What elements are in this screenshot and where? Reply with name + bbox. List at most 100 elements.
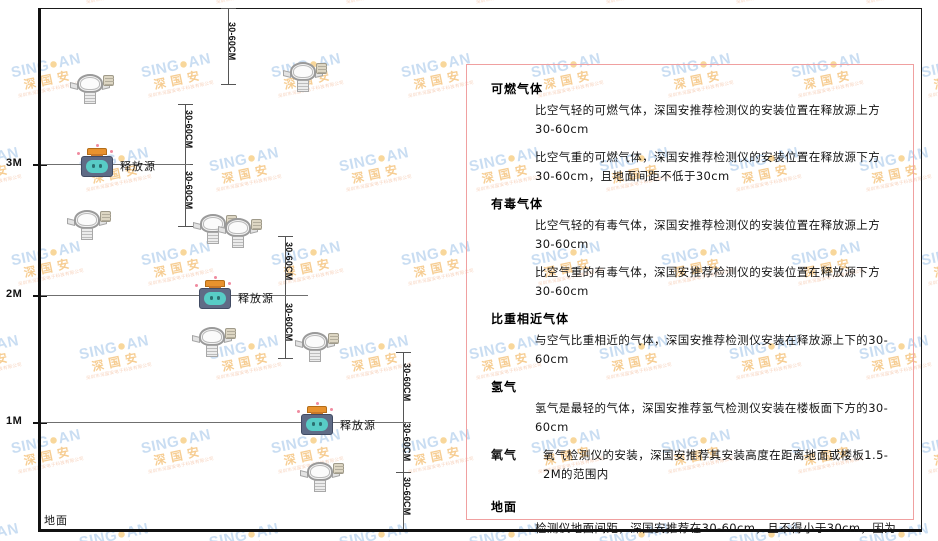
watermark-chinese: 深国安 (0, 533, 34, 541)
watermark-chinese: 深国安 (201, 533, 294, 541)
dimension-tick (178, 226, 193, 227)
level-label-3m: 3M (6, 157, 23, 169)
level-lead-line (41, 422, 410, 423)
watermark-company: 深圳市深国安电子科技有限公司 (74, 0, 165, 8)
dimension-tick (396, 472, 411, 473)
release-source-icon (297, 402, 334, 436)
level-lead-line (41, 164, 190, 165)
dimension-line (403, 352, 404, 529)
dimension-label: 30-60CM (402, 363, 412, 402)
panel-sections: 可燃气体比空气轻的可燃气体，深国安推荐检测仪的安装位置在释放源上方30-60cm… (483, 80, 899, 541)
gas-detector-icon (218, 216, 262, 248)
watermark-company: 深圳市深国安电子科技有限公司 (724, 0, 815, 8)
section-heading: 有毒气体 (491, 197, 544, 211)
dimension-tick (221, 84, 236, 85)
release-source-icon (195, 276, 232, 310)
watermark-chinese: 深国安 (851, 0, 938, 3)
release-source-label: 释放源 (120, 160, 156, 173)
guideline-section: 比重相近气体与空气比重相近的气体，深国安推荐检测仪安装在释放源上下的30-60c… (483, 310, 899, 369)
dimension-line (185, 104, 186, 226)
dimension-label: 30-60CM (184, 110, 194, 149)
section-heading: 氧气 (491, 448, 518, 462)
dimension-tick (278, 236, 293, 237)
section-paragraph: 检测仪地面间距，深国安推荐在30-60cm，且不得小于30cm，因为过低容易水溅… (535, 521, 897, 541)
gas-detector-icon (295, 330, 339, 362)
section-body: 氢气是最轻的气体，深国安推荐氢气检测仪安装在楼板面下方的30-60cm (535, 399, 899, 437)
section-body: 与空气比重相近的气体，深国安推荐检测仪安装在释放源上下的30-60cm (535, 331, 899, 369)
section-paragraph: 比空气轻的有毒气体，深国安推荐检测仪的安装位置在释放源上方30-60cm (535, 218, 881, 251)
dimension-tick (178, 104, 193, 105)
section-heading: 比重相近气体 (491, 312, 570, 326)
vertical-axis (38, 8, 41, 532)
dimension-label: 30-60CM (284, 302, 294, 341)
ground-label: 地面 (44, 514, 68, 527)
gas-detector-icon (283, 60, 327, 92)
watermark-company: 深圳市深国安电子科技有限公司 (854, 0, 938, 8)
watermark-chinese: 深国安 (0, 349, 14, 375)
section-body: 比空气轻的可燃气体，深国安推荐检测仪的安装位置在释放源上方30-60cm 比空气重… (535, 101, 899, 186)
section-paragraph: 比空气轻的可燃气体，深国安推荐检测仪的安装位置在释放源上方30-60cm (535, 103, 881, 136)
gas-detector-icon (70, 72, 114, 104)
dimension-label: 30-60CM (402, 476, 412, 515)
section-heading: 地面 (491, 500, 518, 514)
watermark-chinese: 深国安 (71, 0, 164, 3)
watermark-brand: SING●AN (0, 332, 21, 354)
section-paragraph: 氧气检测仪的安装，深国安推荐其安装高度在距离地面或楼板1.5-2M的范围内 (543, 448, 889, 481)
watermark-chinese: 深国安 (331, 533, 424, 541)
watermark-chinese: 深国安 (331, 0, 424, 3)
dimension-tick (396, 352, 411, 353)
guideline-section-ground: 地面检测仪地面间距，深国安推荐在30-60cm，且不得小于30cm，因为过低容易… (483, 498, 899, 541)
dimension-tick (221, 8, 236, 9)
dimension-line (228, 8, 229, 84)
dimension-label: 30-60CM (402, 423, 412, 462)
gas-detector-icon (67, 208, 111, 240)
level-label-2m: 2M (6, 288, 23, 300)
watermark-chinese: 深国安 (201, 0, 294, 3)
section-heading: 可燃气体 (491, 82, 544, 96)
section-paragraph: 比空气重的有毒气体，深国安推荐检测仪的安装位置在释放源下方30-60cm (535, 265, 881, 298)
watermark-company: 深圳市深国安电子科技有限公司 (464, 0, 555, 8)
dimension-label: 30-60CM (184, 171, 194, 210)
gas-detector-icon (300, 460, 344, 492)
watermark-company: 深圳市深国安电子科技有限公司 (0, 0, 35, 8)
level-label-1m: 1M (6, 415, 23, 427)
dimension-tick (278, 358, 293, 359)
watermark-company: 深圳市深国安电子科技有限公司 (334, 0, 425, 8)
section-paragraph: 与空气比重相近的气体，深国安推荐检测仪安装在释放源上下的30-60cm (535, 333, 889, 366)
watermark-brand: SING●AN (0, 520, 21, 541)
watermark-company: 深圳市深国安电子科技有限公司 (0, 173, 23, 193)
section-body: 比空气轻的有毒气体，深国安推荐检测仪的安装位置在释放源上方30-60cm 比空气重… (535, 216, 899, 301)
release-source-label: 释放源 (238, 292, 274, 305)
dimension-line (285, 236, 286, 358)
dimension-label: 30-60CM (227, 22, 237, 61)
release-source-label: 释放源 (340, 419, 376, 432)
watermark-company: 深圳市深国安电子科技有限公司 (594, 0, 685, 8)
guideline-section: 有毒气体比空气轻的有毒气体，深国安推荐检测仪的安装位置在释放源上方30-60cm… (483, 195, 899, 301)
watermark-chinese: 深国安 (591, 0, 684, 3)
watermark-chinese: 深国安 (71, 533, 164, 541)
watermark-chinese: 深国安 (0, 0, 34, 3)
gas-detector-icon (192, 325, 236, 357)
guidelines-panel: 可燃气体比空气轻的可燃气体，深国安推荐检测仪的安装位置在释放源上方30-60cm… (466, 64, 914, 541)
watermark-company: 深圳市深国安电子科技有限公司 (0, 361, 23, 381)
guideline-section: 可燃气体比空气轻的可燃气体，深国安推荐检测仪的安装位置在释放源上方30-60cm… (483, 80, 899, 186)
dimension-label: 30-60CM (284, 241, 294, 280)
section-paragraph: 氢气是最轻的气体，深国安推荐氢气检测仪安装在楼板面下方的30-60cm (535, 401, 889, 434)
section-heading: 氢气 (491, 380, 518, 394)
watermark-company: 深圳市深国安电子科技有限公司 (204, 0, 295, 8)
ground-axis (38, 529, 922, 532)
section-body: 检测仪地面间距，深国安推荐在30-60cm，且不得小于30cm，因为过低容易水溅… (535, 519, 899, 541)
level-lead-line (41, 295, 308, 296)
